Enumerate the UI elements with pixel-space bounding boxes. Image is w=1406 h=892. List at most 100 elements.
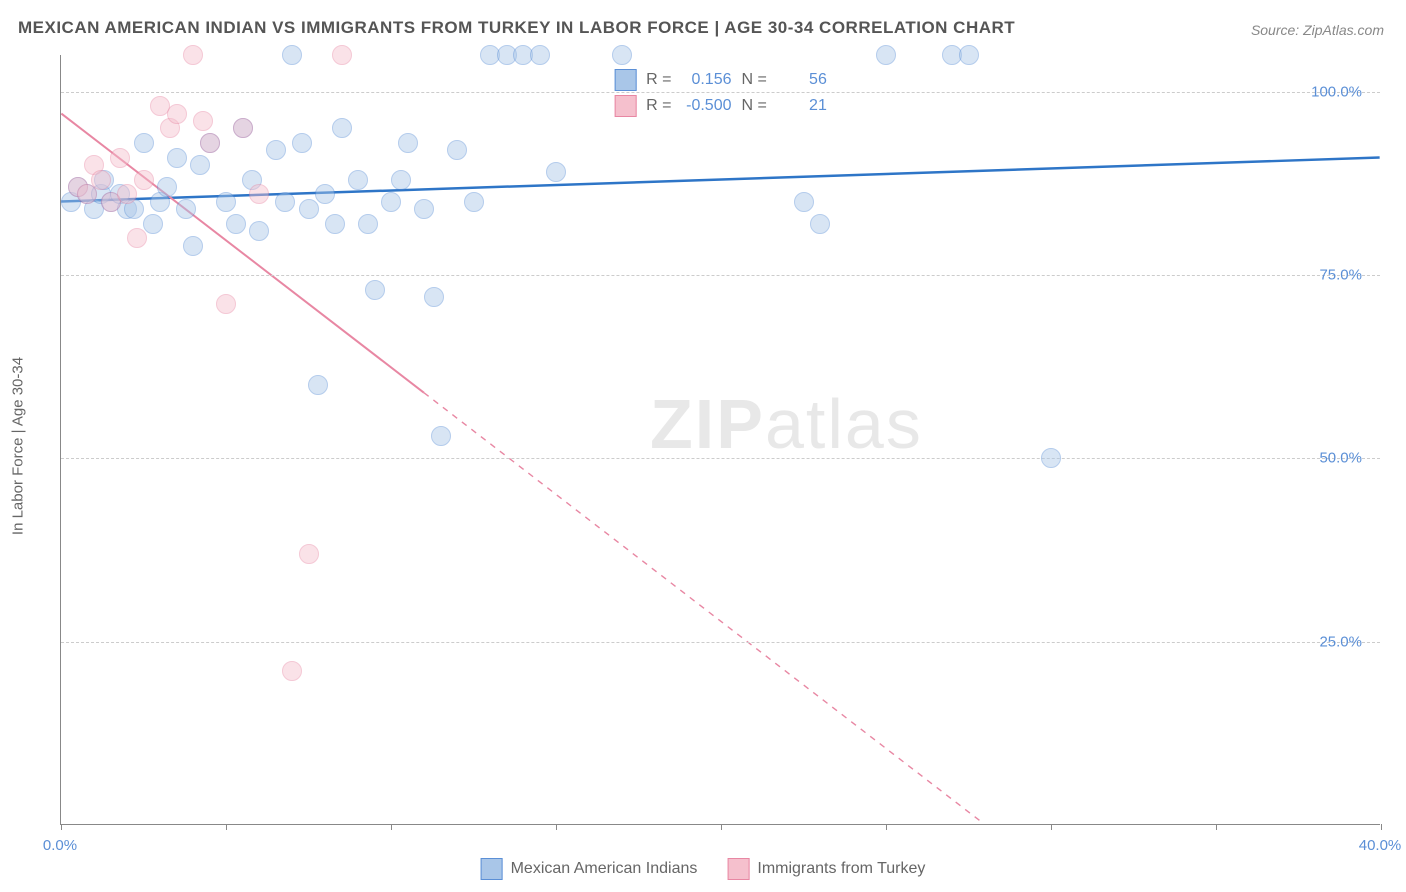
scatter-point [292, 133, 312, 153]
scatter-point [447, 140, 467, 160]
scatter-point [332, 118, 352, 138]
scatter-point [332, 45, 352, 65]
scatter-point [325, 214, 345, 234]
scatter-point [391, 170, 411, 190]
x-tick-label: 0.0% [43, 837, 77, 854]
grid-line-h [61, 458, 1380, 459]
scatter-point [117, 184, 137, 204]
scatter-point [167, 148, 187, 168]
legend-swatch [614, 69, 636, 91]
scatter-point [176, 199, 196, 219]
scatter-point [183, 236, 203, 256]
scatter-point [190, 155, 210, 175]
legend-n-label: N = [742, 71, 767, 89]
legend-top: R = 0.156 N = 56 R = -0.500 N = 21 [604, 63, 837, 123]
scatter-point [282, 661, 302, 681]
scatter-point [381, 192, 401, 212]
legend-swatch [727, 858, 749, 880]
scatter-point [365, 280, 385, 300]
grid-line-h [61, 92, 1380, 93]
legend-top-row: R = 0.156 N = 56 [614, 67, 827, 93]
scatter-point [424, 287, 444, 307]
trend-lines-svg [61, 55, 1380, 824]
scatter-point [282, 45, 302, 65]
scatter-point [266, 140, 286, 160]
scatter-point [91, 170, 111, 190]
scatter-point [876, 45, 896, 65]
legend-n-value: 56 [777, 71, 827, 89]
scatter-point [233, 118, 253, 138]
scatter-point [398, 133, 418, 153]
scatter-point [134, 133, 154, 153]
scatter-point [143, 214, 163, 234]
scatter-point [183, 45, 203, 65]
scatter-point [216, 294, 236, 314]
scatter-point [794, 192, 814, 212]
y-axis-title: In Labor Force | Age 30-34 [10, 357, 27, 535]
y-tick-label: 100.0% [1311, 83, 1362, 100]
scatter-point [275, 192, 295, 212]
x-tick [391, 824, 392, 830]
scatter-point [431, 426, 451, 446]
grid-line-h [61, 275, 1380, 276]
scatter-point [216, 192, 236, 212]
scatter-point [464, 192, 484, 212]
legend-r-value: 0.156 [682, 71, 732, 89]
scatter-point [414, 199, 434, 219]
scatter-point [530, 45, 550, 65]
scatter-point [299, 199, 319, 219]
y-tick-label: 75.0% [1319, 267, 1362, 284]
x-tick [1216, 824, 1217, 830]
scatter-point [167, 104, 187, 124]
watermark-light: atlas [765, 385, 923, 463]
legend-swatch [481, 858, 503, 880]
scatter-point [226, 214, 246, 234]
x-tick [226, 824, 227, 830]
scatter-point [193, 111, 213, 131]
scatter-point [810, 214, 830, 234]
scatter-point [612, 45, 632, 65]
scatter-point [348, 170, 368, 190]
scatter-point [200, 133, 220, 153]
legend-n-value: 21 [777, 97, 827, 115]
x-tick [886, 824, 887, 830]
legend-r-label: R = [646, 71, 671, 89]
legend-r-value: -0.500 [682, 97, 732, 115]
legend-bottom-item: Immigrants from Turkey [727, 858, 925, 880]
scatter-point [358, 214, 378, 234]
scatter-point [249, 221, 269, 241]
scatter-point [249, 184, 269, 204]
grid-line-h [61, 642, 1380, 643]
y-tick-label: 50.0% [1319, 450, 1362, 467]
x-tick [1051, 824, 1052, 830]
watermark-bold: ZIP [650, 385, 765, 463]
legend-series-label: Mexican American Indians [511, 860, 698, 878]
legend-series-label: Immigrants from Turkey [757, 860, 925, 878]
scatter-point [546, 162, 566, 182]
scatter-point [1041, 448, 1061, 468]
scatter-point [127, 228, 147, 248]
legend-n-label: N = [742, 97, 767, 115]
x-tick [721, 824, 722, 830]
legend-top-row: R = -0.500 N = 21 [614, 93, 827, 119]
x-tick [556, 824, 557, 830]
x-tick [1381, 824, 1382, 830]
y-tick-label: 25.0% [1319, 633, 1362, 650]
x-tick-label: 40.0% [1359, 837, 1402, 854]
x-tick [61, 824, 62, 830]
scatter-point [157, 177, 177, 197]
source-label: Source: ZipAtlas.com [1251, 22, 1384, 38]
scatter-point [315, 184, 335, 204]
chart-plot-area: ZIPatlas R = 0.156 N = 56 R = -0.500 N = 21 25.… [60, 55, 1380, 825]
chart-title: MEXICAN AMERICAN INDIAN VS IMMIGRANTS FR… [18, 18, 1015, 38]
scatter-point [308, 375, 328, 395]
watermark: ZIPatlas [650, 384, 923, 464]
legend-swatch [614, 95, 636, 117]
scatter-point [959, 45, 979, 65]
scatter-point [299, 544, 319, 564]
legend-bottom: Mexican American Indians Immigrants from … [481, 858, 926, 880]
scatter-point [134, 170, 154, 190]
legend-r-label: R = [646, 97, 671, 115]
scatter-point [110, 148, 130, 168]
legend-bottom-item: Mexican American Indians [481, 858, 698, 880]
